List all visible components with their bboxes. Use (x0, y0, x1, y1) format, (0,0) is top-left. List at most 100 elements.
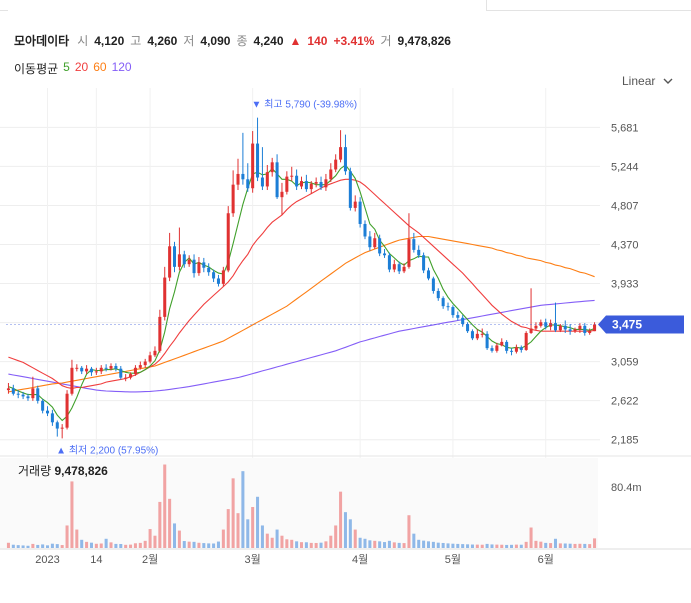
candle-body (573, 329, 577, 332)
candle-body (583, 325, 587, 333)
candle-body (470, 331, 474, 339)
candle-body (304, 181, 308, 190)
volume-bar (133, 543, 137, 548)
low-label: 저 (183, 34, 195, 48)
candle-body (207, 267, 211, 273)
volume-bar (417, 539, 421, 548)
ma-legend-item-60: 60 (93, 60, 107, 74)
candle-body (285, 176, 289, 192)
candle-body (236, 173, 240, 185)
volume-bar (216, 541, 220, 548)
volume-bar (295, 541, 299, 548)
ma120-line (8, 299, 595, 393)
candle-body (544, 322, 548, 327)
scale-dropdown[interactable]: Linear (622, 74, 673, 88)
tab-divider (0, 0, 8, 11)
candle-body (60, 427, 64, 429)
scale-label: Linear (622, 74, 656, 88)
candle-body (441, 298, 445, 307)
volume-bar (163, 464, 167, 548)
volume-bar (456, 543, 460, 548)
candle-body (539, 322, 543, 326)
volume-panel-area (0, 458, 598, 548)
volume-panel-bg (0, 455, 691, 550)
volume-bar (309, 542, 313, 548)
candle-body (466, 324, 470, 332)
volume-bar (588, 544, 592, 548)
candle-body (397, 264, 401, 272)
open-value: 4,120 (94, 33, 125, 48)
candle-body (36, 388, 40, 401)
volume-bar (26, 545, 30, 548)
volume-bar (461, 544, 465, 548)
candle-body (46, 410, 50, 414)
candle-body (485, 333, 489, 349)
candle-body (231, 184, 235, 214)
candle-body (119, 368, 123, 378)
volume-bar (202, 543, 206, 548)
candle-body (475, 333, 479, 339)
tab-divider (486, 0, 691, 11)
volume-bar (31, 543, 35, 548)
candle-body (412, 239, 416, 250)
candle-body (422, 255, 426, 271)
candle-body (129, 374, 133, 378)
volume-bar (158, 501, 162, 548)
volume-bar (402, 543, 406, 548)
candle-body (578, 325, 582, 330)
volume-bar (16, 545, 20, 548)
candlesticks (6, 117, 597, 439)
volume-bar (495, 544, 499, 548)
volume-bar (138, 542, 142, 548)
volume-bar (470, 544, 474, 548)
candle-body (558, 325, 562, 331)
volume-bar (177, 530, 181, 548)
candle-body (348, 171, 352, 208)
volume-bar (46, 545, 50, 548)
candle-body (431, 278, 435, 291)
candle-body (436, 290, 440, 299)
candle-body (85, 368, 89, 372)
volume-bar (6, 542, 10, 548)
candle-body (514, 347, 518, 352)
candle-body (519, 347, 523, 350)
candle-body (383, 253, 387, 256)
volume-bars (6, 464, 597, 548)
volume-bar (75, 529, 79, 548)
change-percent: +3.41% (333, 33, 375, 48)
candle-body (202, 262, 206, 268)
volume-bar (124, 544, 128, 548)
candle-body (260, 177, 264, 187)
volume-bar (119, 544, 123, 548)
x-tick-label: 14 (90, 554, 102, 566)
chevron-down-icon (663, 78, 673, 84)
candle-body (197, 262, 201, 274)
candle-body (387, 255, 391, 270)
candle-body (319, 181, 323, 188)
candle-body (295, 175, 299, 187)
volume-bar (290, 539, 294, 548)
x-tick-label: 2월 (142, 553, 158, 566)
ma-legend-item-120: 120 (111, 60, 132, 74)
top-tab-strip (0, 0, 691, 14)
volume-bar (192, 541, 196, 548)
volume-bar (426, 541, 431, 548)
close-label: 종 (236, 34, 248, 48)
candle-body (265, 172, 269, 187)
volume-bar (70, 481, 74, 548)
candle-body (334, 159, 338, 170)
volume-bar (319, 542, 323, 548)
candle-body (451, 307, 455, 316)
date-axis: 2023 14 2월 3월 4월 5월 6월 (35, 553, 554, 566)
ma-legend-title: 이동평균 (14, 62, 59, 76)
volume-bar (510, 544, 514, 548)
extreme-annotations: ▼ 최고 5,790 (-39.98%) ▲ 최저 2,200 (57.95%) (56, 99, 357, 457)
volume-bar (412, 533, 416, 548)
volume-bar (314, 542, 318, 548)
volume-bar (387, 540, 391, 548)
volume-bar (21, 545, 25, 548)
x-tick-label: 5월 (445, 553, 461, 566)
volume-bar (197, 542, 201, 548)
y-tick-label: 3,933 (611, 279, 639, 291)
